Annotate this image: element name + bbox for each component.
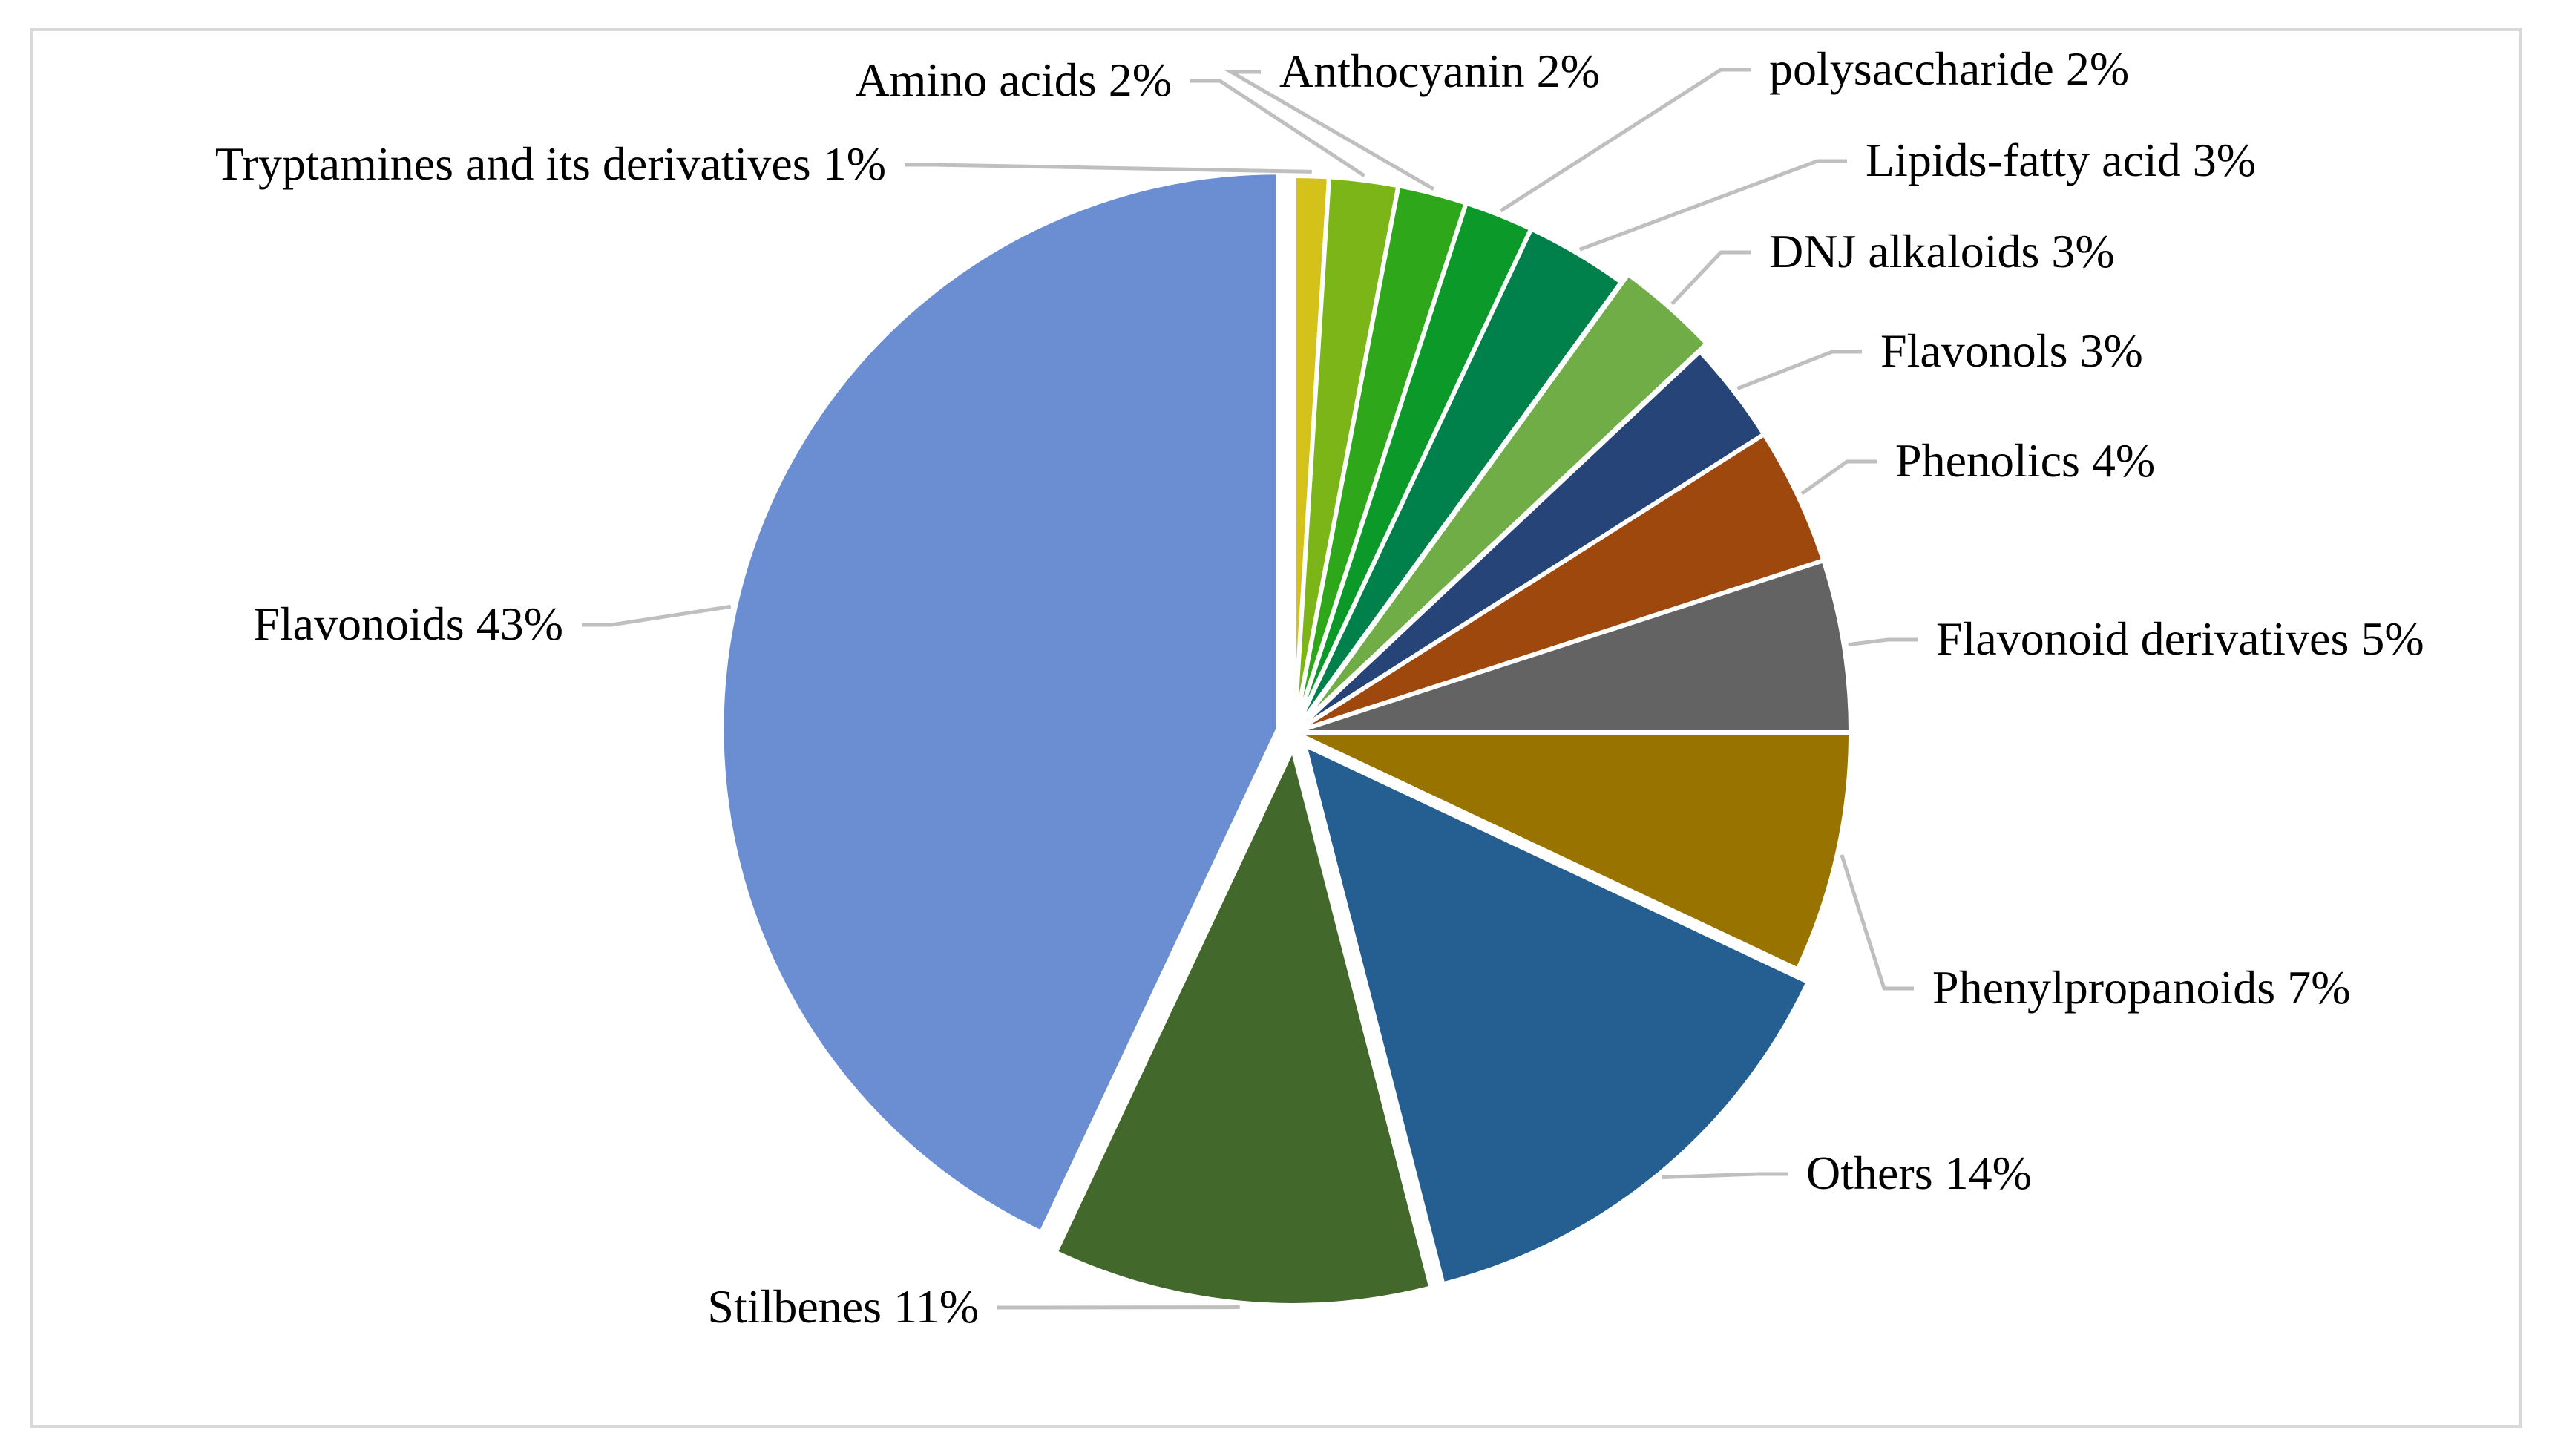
- data-label-amino-acids: Amino acids 2%: [855, 53, 1172, 106]
- data-label-tryptamines-and-its-derivatives: Tryptamines and its derivatives 1%: [215, 137, 886, 190]
- leader-line: [1800, 459, 1877, 496]
- data-labels: Tryptamines and its derivatives 1% Amino …: [215, 42, 2424, 1333]
- pie-slice-stilbenes: [1053, 746, 1434, 1308]
- leader-line: [1840, 854, 1914, 991]
- pie-slice-phenolics: [1292, 432, 1826, 735]
- pie-slice-others: [1302, 742, 1811, 1287]
- data-label-flavonoids: Flavonoids 43%: [253, 597, 563, 650]
- data-label-dnj-alkaloids: DNJ alkaloids 3%: [1769, 225, 2115, 278]
- pie-slice-phenylpropanoids: [1292, 730, 1853, 972]
- data-label-anthocyanin: Anthocyanin 2%: [1279, 45, 1600, 97]
- leader-line: [1736, 350, 1862, 390]
- pie-slices: [719, 170, 1853, 1308]
- pie-slice-dnj-alkaloids: [1299, 272, 1709, 727]
- data-label-phenolics: Phenolics 4%: [1895, 434, 2155, 487]
- data-label-flavonols: Flavonols 3%: [1880, 324, 2143, 377]
- data-label-lipids-fatty-acid: Lipids-fatty acid 3%: [1866, 134, 2256, 186]
- leader-line: [582, 604, 732, 627]
- leader-line: [1224, 70, 1435, 191]
- pie-slice-flavonoids: [719, 170, 1281, 1235]
- leader-line: [1190, 79, 1366, 178]
- leader-line: [905, 163, 1312, 174]
- pie-slice-flavonoid-derivatives: [1292, 558, 1853, 735]
- data-label-phenylpropanoids: Phenylpropanoids 7%: [1932, 961, 2351, 1014]
- chart-frame: Tryptamines and its derivatives 1% Amino …: [30, 28, 2522, 1428]
- pie-chart: Tryptamines and its derivatives 1% Amino …: [215, 42, 2424, 1333]
- leader-line: [1578, 159, 1847, 252]
- leader-lines: [582, 68, 1918, 1310]
- data-label-polysaccharide: polysaccharide 2%: [1769, 42, 2129, 95]
- leader-line: [1848, 637, 1918, 647]
- data-label-stilbenes: Stilbenes 11%: [707, 1280, 979, 1333]
- leader-line: [1499, 68, 1751, 213]
- leader-line: [1662, 1172, 1788, 1179]
- data-label-others: Others 14%: [1806, 1147, 2032, 1199]
- leader-line: [1670, 250, 1751, 306]
- data-label-flavonoid-derivatives: Flavonoid derivatives 5%: [1936, 612, 2424, 665]
